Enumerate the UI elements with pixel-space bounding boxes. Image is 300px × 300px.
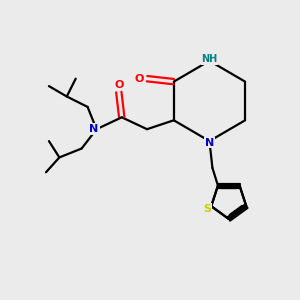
Text: NH: NH (201, 54, 218, 64)
Text: S: S (203, 204, 211, 214)
Text: N: N (89, 124, 99, 134)
Text: O: O (135, 74, 144, 84)
Text: N: N (205, 138, 214, 148)
Text: O: O (114, 80, 124, 90)
